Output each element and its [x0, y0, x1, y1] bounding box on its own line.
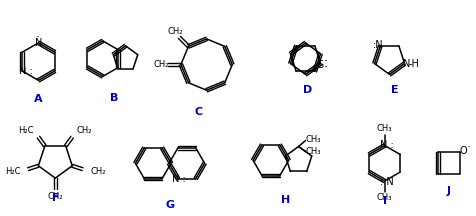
Text: G: G: [166, 200, 175, 210]
Text: H: H: [281, 195, 290, 205]
Text: CH₃: CH₃: [306, 135, 321, 144]
Text: N :: N :: [20, 66, 33, 76]
Text: CH₃: CH₃: [306, 147, 321, 156]
Text: CH₂: CH₂: [90, 167, 106, 176]
Text: N: N: [35, 38, 42, 48]
Text: ··: ··: [35, 33, 40, 42]
Text: N: N: [403, 59, 410, 68]
Text: I: I: [383, 196, 387, 206]
Text: CH₂: CH₂: [153, 60, 169, 69]
Text: CH₃: CH₃: [377, 193, 392, 202]
Text: C: C: [195, 107, 203, 117]
Text: J: J: [447, 186, 451, 196]
Text: :N: :N: [373, 40, 384, 50]
Text: N :: N :: [380, 140, 394, 149]
Text: H₂C: H₂C: [5, 167, 20, 176]
Text: A: A: [34, 94, 43, 104]
Text: S: S: [317, 60, 324, 70]
Text: D: D: [303, 85, 312, 95]
Text: CH₂: CH₂: [77, 126, 92, 135]
Text: E: E: [391, 85, 398, 95]
Text: N :: N :: [172, 174, 186, 184]
Text: H₂C: H₂C: [18, 126, 34, 135]
Text: CH₃: CH₃: [377, 124, 392, 133]
Text: O: O: [460, 146, 467, 156]
Text: B: B: [110, 93, 119, 103]
Text: -H: -H: [408, 59, 419, 68]
Text: CH₂: CH₂: [48, 192, 63, 201]
Text: ·: ·: [323, 61, 327, 74]
Text: CH₂: CH₂: [167, 27, 183, 36]
Text: ··: ··: [466, 143, 471, 152]
Text: ·: ·: [323, 55, 327, 68]
Text: : N: : N: [380, 177, 394, 187]
Text: F: F: [51, 193, 59, 203]
